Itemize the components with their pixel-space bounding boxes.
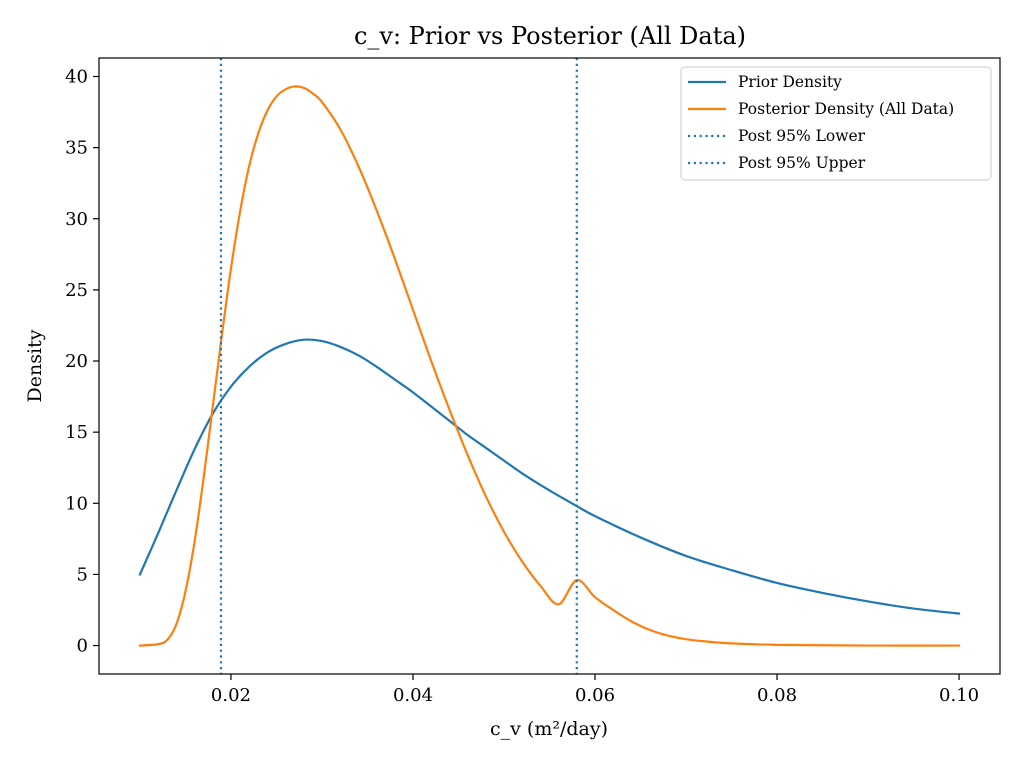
series-layer <box>138 85 961 647</box>
y-tick-label: 10 <box>65 493 88 514</box>
series-line-prior <box>138 338 961 615</box>
x-tick-label: 0.10 <box>939 685 979 706</box>
vline-layer <box>219 58 578 674</box>
legend-box <box>680 66 992 181</box>
y-tick-label: 30 <box>65 209 88 230</box>
x-axis-label: c_v (m²/day) <box>490 718 608 740</box>
y-tick-label: 15 <box>65 422 88 443</box>
x-axis: 0.02 0.04 0.06 0.08 0.10 <box>211 674 979 706</box>
legend-label: Posterior Density (All Data) <box>738 100 954 118</box>
y-tick-label: 25 <box>65 280 88 301</box>
y-axis-label: Density <box>24 329 46 402</box>
y-tick-label: 5 <box>77 564 88 585</box>
chart-title: c_v: Prior vs Posterior (All Data) <box>354 22 746 50</box>
y-tick-label: 20 <box>65 351 88 372</box>
legend: Prior Density Posterior Density (All Data… <box>680 66 992 181</box>
y-tick-label: 0 <box>77 636 88 657</box>
x-tick-label: 0.02 <box>211 685 251 706</box>
x-tick-label: 0.08 <box>757 685 797 706</box>
x-tick-label: 0.06 <box>575 685 615 706</box>
legend-label: Post 95% Lower <box>738 127 866 145</box>
y-tick-label: 35 <box>65 138 88 159</box>
y-tick-label: 40 <box>65 66 88 87</box>
series-line-posterior <box>138 85 961 647</box>
legend-label: Post 95% Upper <box>738 154 866 172</box>
plot-frame <box>98 57 1001 675</box>
y-axis: 0 5 10 15 20 25 30 35 40 <box>65 66 99 657</box>
legend-label: Prior Density <box>738 73 842 91</box>
x-tick-label: 0.04 <box>393 685 433 706</box>
